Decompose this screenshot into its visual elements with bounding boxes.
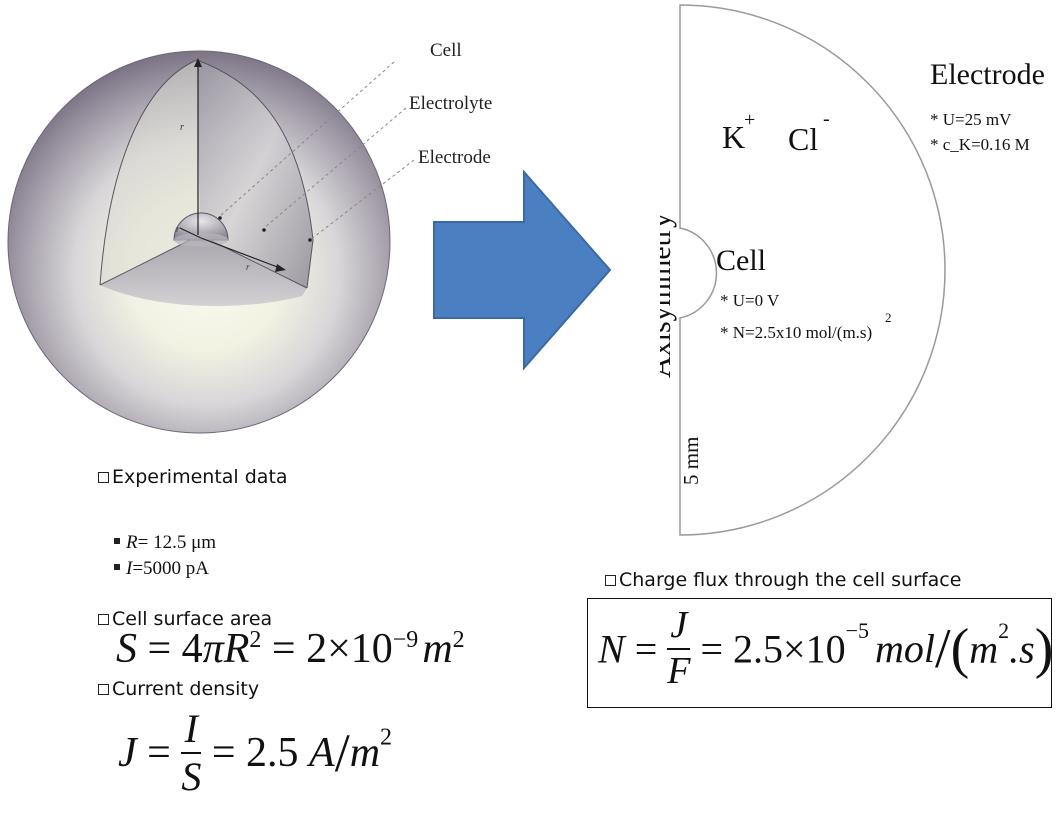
square-bullet-icon bbox=[98, 614, 109, 625]
axis-label: Axisymmetry bbox=[660, 213, 677, 378]
experimental-heading: Experimental data bbox=[98, 466, 288, 488]
ion-k: K bbox=[722, 119, 745, 155]
bullet-icon bbox=[114, 564, 120, 570]
surface-area-heading-text: Cell surface area bbox=[112, 608, 273, 630]
transition-arrow bbox=[433, 170, 612, 371]
half-disk-domain: K + Cl - Cell * U=0 V * N=2.5x10 mol/(m.… bbox=[660, 4, 946, 536]
current-density-heading: Current density bbox=[98, 678, 259, 700]
eq-slash: / bbox=[334, 723, 350, 783]
arrow-shape bbox=[433, 170, 612, 371]
eq-paren-open: ( bbox=[950, 617, 970, 680]
fraction-bar bbox=[181, 752, 202, 754]
ion-k-charge: + bbox=[744, 109, 755, 131]
eq-pi: π bbox=[202, 626, 224, 672]
radius-r-label: r bbox=[246, 262, 250, 272]
eq-m: m bbox=[422, 626, 453, 672]
eq-eq1: = 4 bbox=[137, 626, 203, 672]
label-cell: Cell bbox=[430, 40, 462, 61]
charge-flux-heading-text: Charge flux through the cell surface bbox=[619, 569, 962, 591]
electrode-title: Electrode bbox=[930, 58, 1045, 91]
eq-eq: = bbox=[624, 626, 668, 672]
eq-unit-exp: 2 bbox=[380, 724, 393, 751]
current-density-heading-text: Current density bbox=[112, 678, 260, 700]
domain-outline bbox=[679, 4, 946, 536]
eq-denominator: F bbox=[667, 649, 691, 692]
experimental-heading-text: Experimental data bbox=[112, 466, 288, 488]
surface-area-equation: S = 4πR2 = 2×10−9m2 bbox=[116, 620, 465, 679]
eq-numerator: J bbox=[670, 604, 688, 646]
ion-cl: Cl bbox=[788, 121, 818, 157]
sphere-illustration: r r r Cell Electrolyte Electrode bbox=[7, 40, 492, 434]
experimental-i: I=5000 pA bbox=[114, 558, 209, 580]
eq-value: = 2.5 bbox=[201, 730, 310, 776]
electrode-voltage: * U=25 mV bbox=[930, 110, 1012, 129]
label-electrolyte: Electrolyte bbox=[409, 93, 492, 114]
electrode-concentration: * c_K=0.16 M bbox=[930, 135, 1030, 154]
square-bullet-icon bbox=[98, 684, 109, 695]
eq-unit-a: A bbox=[309, 730, 335, 776]
eq-paren-close: ) bbox=[1034, 617, 1054, 680]
cell-title: Cell bbox=[716, 244, 766, 277]
i-symbol: I bbox=[126, 558, 133, 579]
fraction-bar bbox=[667, 647, 691, 650]
ion-cl-charge: - bbox=[823, 108, 830, 130]
cell-u: * U=0 V bbox=[720, 291, 780, 310]
square-bullet-icon bbox=[98, 472, 109, 483]
eq-unit-s: .s bbox=[1009, 626, 1035, 672]
square-bullet-icon bbox=[605, 575, 616, 586]
experimental-r: R= 12.5 μm bbox=[114, 532, 216, 554]
charge-flux-equation-box bbox=[587, 598, 1052, 708]
i-value: =5000 pA bbox=[132, 558, 210, 579]
eq-j: J bbox=[118, 730, 137, 776]
floor-plane bbox=[100, 235, 307, 307]
cell-n: * N=2.5x10 mol/(m.s) bbox=[720, 323, 872, 342]
r-value: = 12.5 μm bbox=[137, 532, 217, 553]
eq-value: = 2.5×10 bbox=[690, 626, 846, 672]
cell-n-exponent: 2 bbox=[885, 310, 892, 325]
eq-numerator: I bbox=[184, 706, 198, 751]
radius-r0-label: r bbox=[176, 224, 180, 234]
eq-denominator: S bbox=[181, 754, 202, 799]
eq-n: N bbox=[598, 626, 625, 672]
surface-area-heading: Cell surface area bbox=[98, 608, 272, 630]
eq-unit-mol: mol bbox=[875, 626, 936, 672]
eq-eq2: = 2×10 bbox=[261, 626, 393, 672]
label-electrode: Electrode bbox=[418, 147, 491, 168]
bullet-icon bbox=[114, 538, 120, 544]
eq-s: S bbox=[116, 626, 137, 672]
radius-label: 5 mm bbox=[679, 437, 703, 485]
radius-rr-label: r bbox=[180, 122, 184, 133]
eq-m-exp: 2 bbox=[452, 627, 465, 653]
eq-r: R bbox=[223, 626, 250, 672]
wedge-left-face bbox=[100, 60, 200, 285]
charge-flux-equation: N = J F = 2.5×10−5 mol/(m2.s) bbox=[598, 604, 1054, 692]
cell-dome bbox=[173, 212, 229, 241]
eq-slash: / bbox=[935, 617, 951, 680]
eq-eq: = bbox=[136, 730, 182, 776]
eq-exp: −5 bbox=[845, 618, 870, 644]
current-density-equation: J = I S = 2.5 A/m2 bbox=[118, 708, 392, 798]
r-symbol: R bbox=[126, 532, 138, 553]
eq-unit-m: m bbox=[349, 730, 381, 776]
eq-unit-m-exp: 2 bbox=[998, 618, 1010, 644]
eq-unit-m: m bbox=[969, 626, 999, 672]
eq-exp: −9 bbox=[392, 627, 419, 653]
eq-r-exp: 2 bbox=[249, 627, 262, 653]
charge-flux-heading: Charge flux through the cell surface bbox=[605, 569, 961, 591]
